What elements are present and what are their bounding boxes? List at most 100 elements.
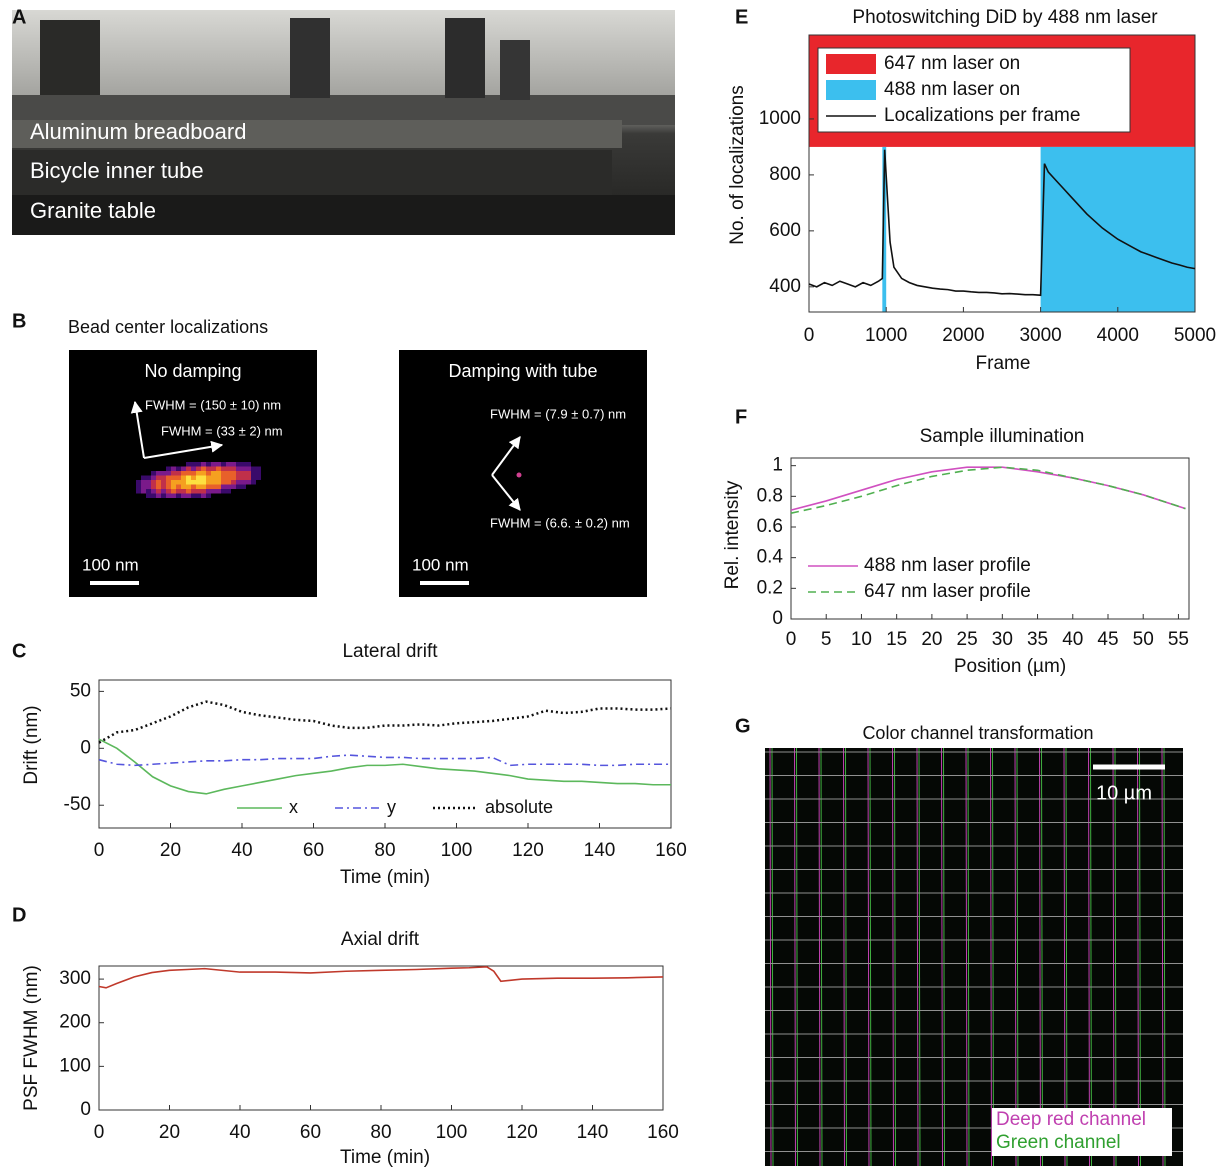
bead-pixel	[216, 480, 221, 485]
x-tick-label: 0	[94, 840, 105, 861]
bead-pixel	[191, 484, 196, 489]
bead-pixel	[181, 475, 186, 480]
bead-pixel	[216, 471, 221, 476]
bead-pixel	[231, 462, 236, 467]
grid-trace	[771, 747, 774, 1167]
bead-pixel	[151, 484, 156, 489]
photo-label: Aluminum breadboard	[30, 119, 246, 144]
grid-trace	[892, 747, 894, 1167]
grid-trace	[843, 747, 845, 1167]
image-title: Damping with tube	[448, 361, 597, 381]
grid-trace	[794, 747, 796, 1167]
grid-trace	[845, 747, 847, 1167]
data-line	[790, 466, 1186, 511]
data-line	[808, 149, 1196, 297]
bead-pixel	[201, 484, 206, 489]
region	[882, 146, 887, 312]
photo-label: Bicycle inner tube	[30, 158, 204, 183]
plot-frame	[808, 34, 1196, 313]
bead-pixel	[256, 475, 261, 480]
bead-pixel	[151, 493, 156, 498]
bead-pixel	[156, 475, 161, 480]
chart-title: Sample illumination	[920, 426, 1085, 447]
photo-detail	[290, 18, 330, 98]
bead-pixel	[171, 466, 176, 471]
bead-pixel	[166, 493, 171, 498]
panel-letter: B	[12, 310, 26, 332]
x-tick-label: 160	[647, 1122, 679, 1143]
image-title: No damping	[144, 361, 241, 381]
bead-pixel	[181, 466, 186, 471]
y-tick-label: 0.2	[757, 577, 783, 598]
x-tick-label: 40	[1062, 629, 1083, 650]
bead-pixel	[166, 475, 171, 480]
bead-pixel	[256, 466, 261, 471]
legend-label: x	[289, 797, 298, 817]
bead-pixel	[241, 475, 246, 480]
legend-label: Localizations per frame	[884, 105, 1080, 126]
data-line	[98, 754, 671, 767]
x-tick-label: 0	[94, 1122, 105, 1143]
bead-pixel	[236, 471, 241, 476]
x-tick-label: 160	[655, 840, 687, 861]
bead-pixel	[141, 475, 146, 480]
bead-pixel	[146, 475, 151, 480]
region	[1040, 146, 1195, 312]
bead-pixel	[156, 493, 161, 498]
scale-label: 100 nm	[412, 555, 469, 574]
legend-label: 488 nm laser on	[884, 79, 1020, 100]
bead-pixel	[201, 462, 206, 467]
bead-pixel	[141, 489, 146, 494]
bead-pixel	[166, 466, 171, 471]
bead-pixel	[211, 462, 216, 467]
grid-trace	[869, 747, 872, 1167]
legend-box	[992, 1108, 1172, 1156]
bead-pixel	[201, 480, 206, 485]
bead-pixel	[206, 489, 211, 494]
bead-pixel	[221, 484, 226, 489]
bead-pixel	[191, 466, 196, 471]
chart-title: Lateral drift	[342, 641, 438, 662]
arrow	[130, 400, 145, 459]
bead-pixel	[241, 466, 246, 471]
bead-pixel	[136, 489, 141, 494]
y-tick-label: 200	[59, 1012, 91, 1033]
panel-letter: C	[12, 640, 26, 662]
grid-trace	[965, 747, 968, 1167]
x-axis-label: Position (µm)	[954, 656, 1066, 677]
bead-pixel	[221, 462, 226, 467]
legend-label: Green channel	[996, 1132, 1121, 1153]
arrow	[491, 436, 521, 476]
photo-detail	[12, 195, 675, 235]
bead-pixel	[181, 484, 186, 489]
y-tick-label: 0	[772, 608, 783, 629]
bead-pixel	[216, 489, 221, 494]
bead-pixel	[171, 493, 176, 498]
legend-label: 647 nm laser on	[884, 53, 1020, 74]
bead-pixel	[206, 462, 211, 467]
x-tick-label: 50	[1133, 629, 1154, 650]
bead-pixel	[176, 489, 181, 494]
grid-trace	[867, 747, 870, 1167]
bead-pixel	[186, 480, 191, 485]
data-line	[790, 466, 1186, 514]
bead-pixel	[211, 466, 216, 471]
x-tick-label: 80	[374, 840, 395, 861]
bead-pixel	[166, 484, 171, 489]
y-axis-label: Drift (nm)	[21, 705, 42, 784]
plot-frame	[98, 965, 664, 1111]
bead-pixel	[221, 466, 226, 471]
grid-trace	[1112, 747, 1115, 1167]
bead-pixel	[246, 475, 251, 480]
data-line	[98, 700, 672, 744]
bead-pixel	[236, 466, 241, 471]
x-tick-label: 30	[992, 629, 1013, 650]
legend-swatch	[826, 54, 876, 74]
x-tick-label: 35	[1027, 629, 1048, 650]
annotation: FWHM = (6.6. ± 0.2) nm	[490, 515, 630, 530]
grid-trace	[818, 747, 821, 1167]
bead-pixel	[231, 466, 236, 471]
bead-pixel	[236, 484, 241, 489]
bead-pixel	[216, 475, 221, 480]
bead-pixel	[176, 484, 181, 489]
